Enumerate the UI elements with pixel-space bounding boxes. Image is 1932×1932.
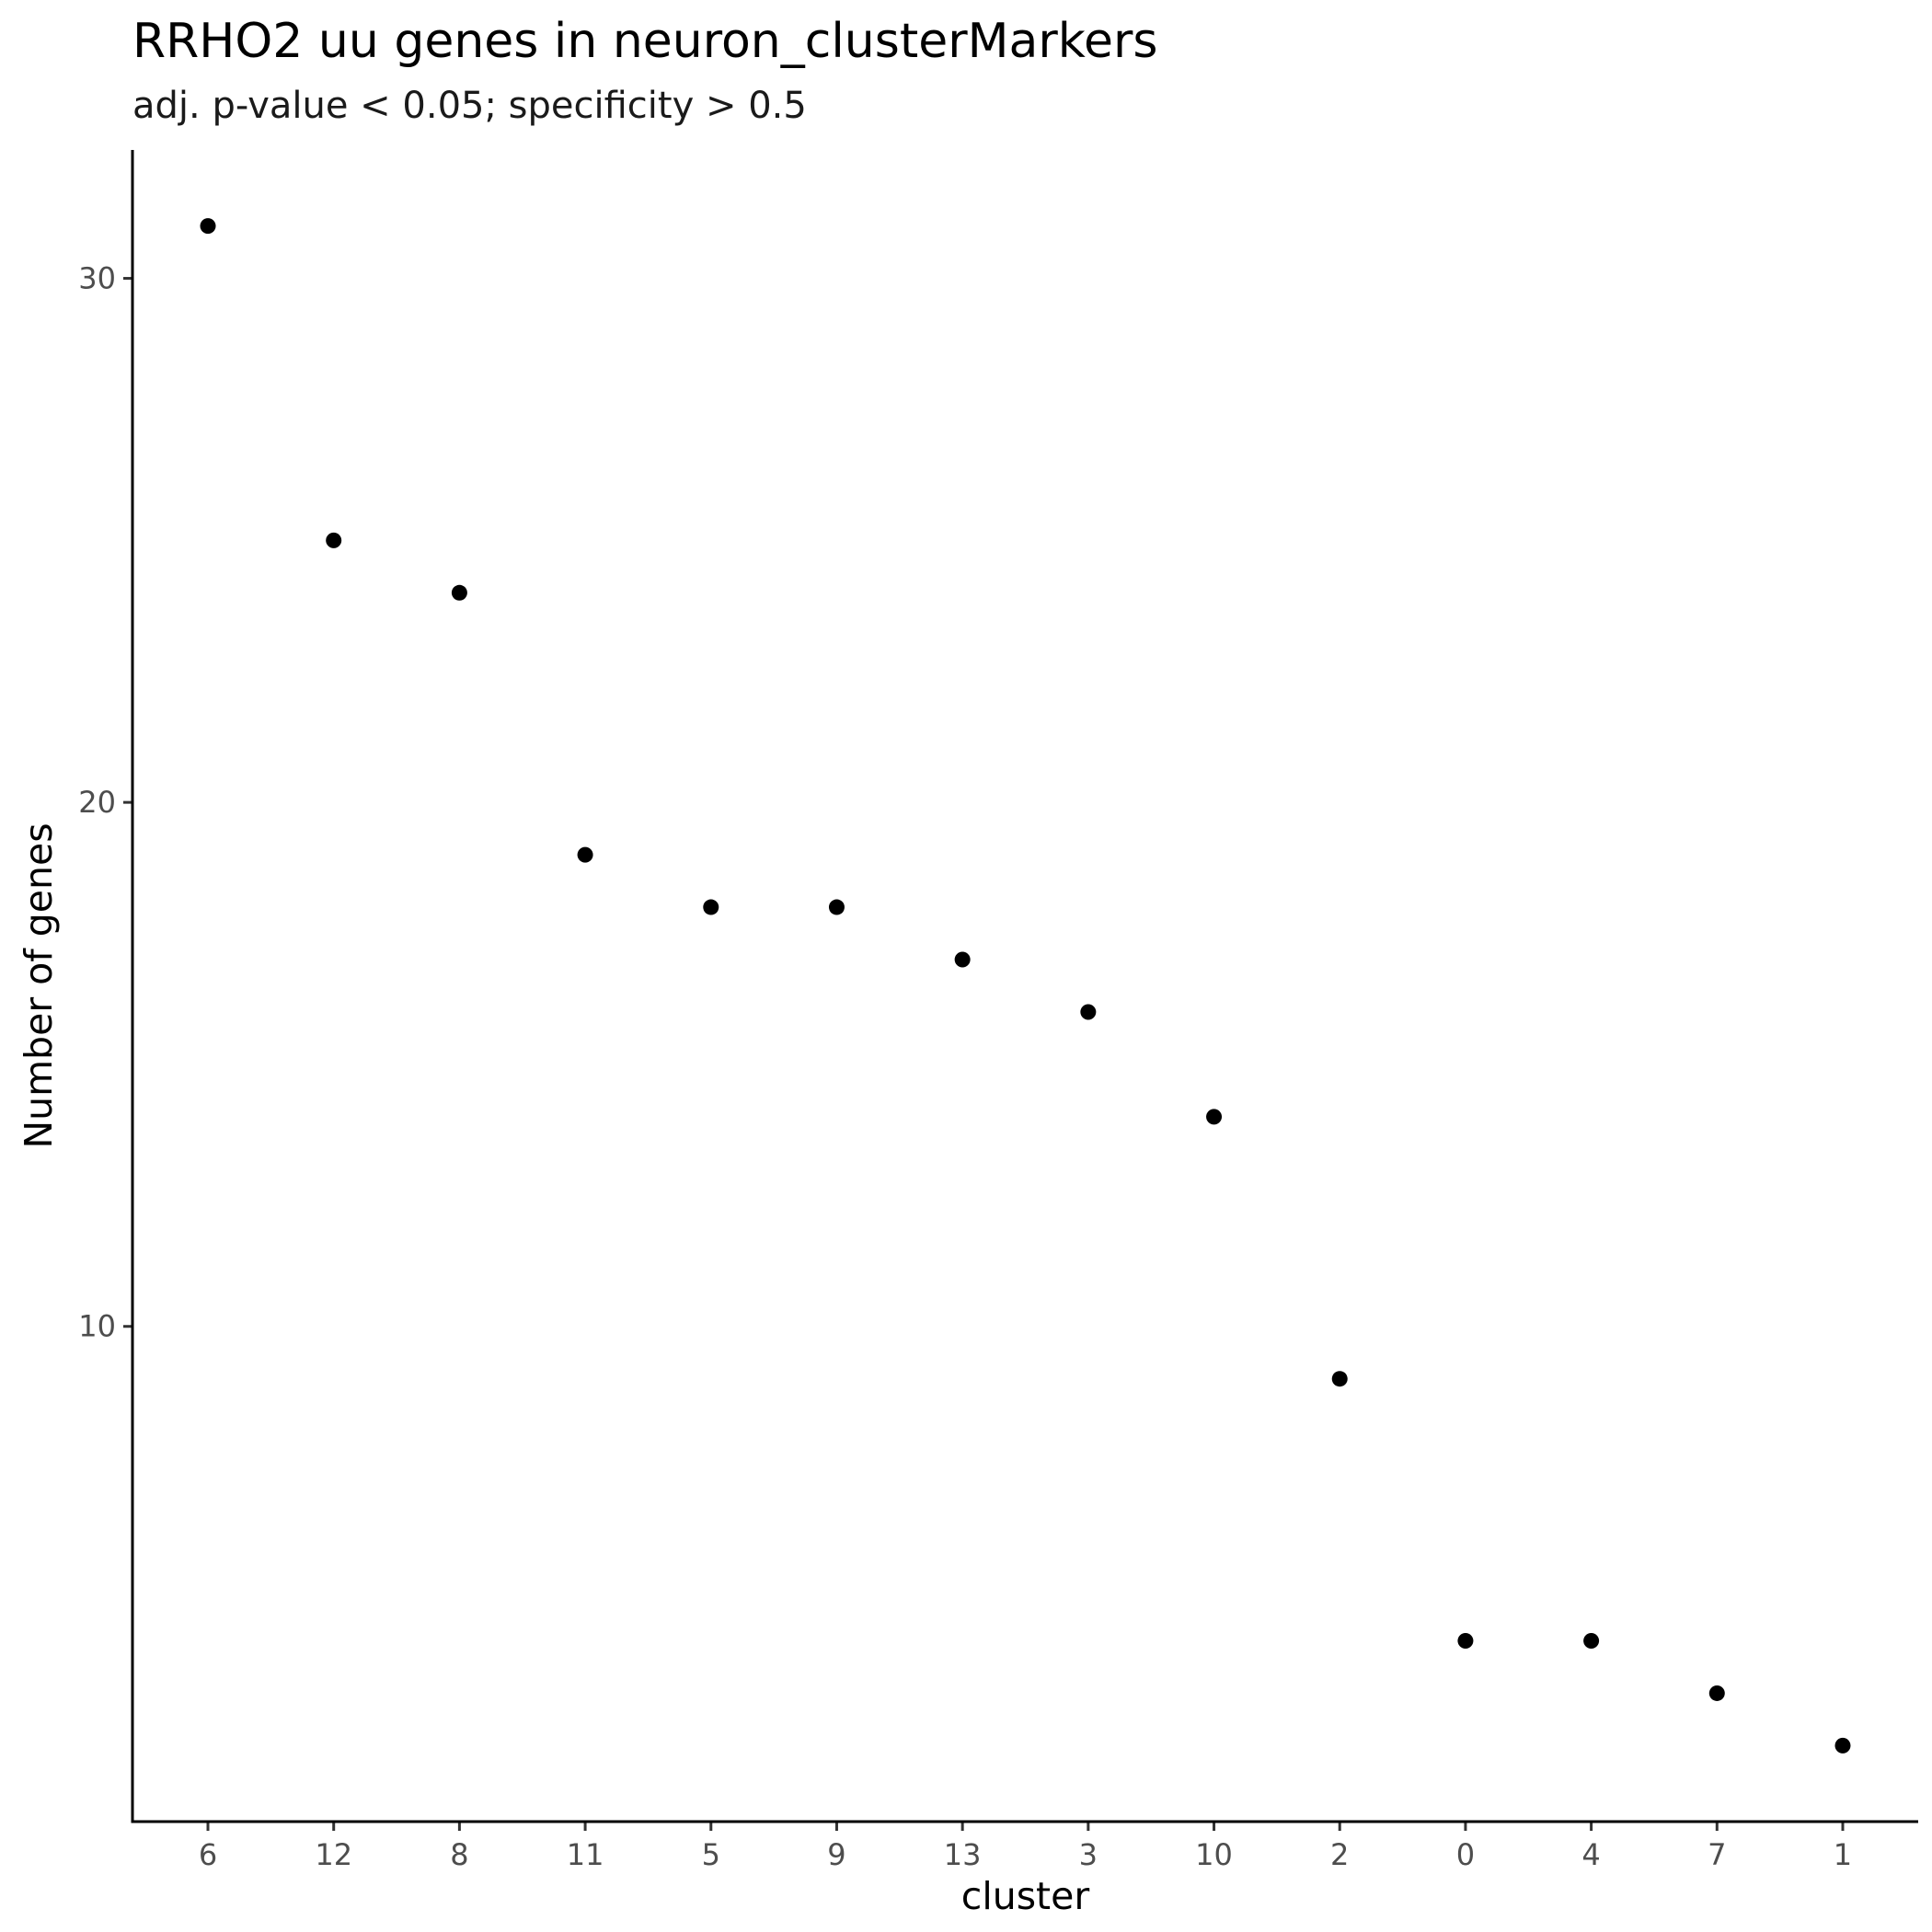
x-axis-ticks: 6 12 8 11 5 9 13 3 10 2 0 4 7 1 bbox=[199, 1822, 1852, 1872]
x-tick-label: 7 bbox=[1708, 1837, 1726, 1872]
x-axis-title: cluster bbox=[961, 1874, 1090, 1918]
x-tick-label: 3 bbox=[1079, 1837, 1098, 1872]
y-axis-ticks: 10 20 30 bbox=[78, 261, 132, 1344]
chart-subtitle: adj. p-value < 0.05; specificity > 0.5 bbox=[132, 85, 807, 127]
data-point bbox=[326, 532, 342, 548]
data-point bbox=[1583, 1632, 1600, 1649]
data-point bbox=[200, 218, 216, 235]
data-point bbox=[703, 899, 719, 915]
data-point bbox=[1080, 1004, 1097, 1020]
chart-title: RRHO2 uu genes in neuron_clusterMarkers bbox=[132, 14, 1157, 69]
x-tick-label: 2 bbox=[1330, 1837, 1349, 1872]
data-point bbox=[954, 951, 971, 968]
x-tick-label: 9 bbox=[827, 1837, 845, 1872]
x-tick-label: 11 bbox=[567, 1837, 604, 1872]
x-tick-label: 12 bbox=[315, 1837, 352, 1872]
data-point bbox=[1708, 1685, 1725, 1701]
y-axis-title: Number of genes bbox=[17, 822, 61, 1148]
x-tick-label: 5 bbox=[702, 1837, 720, 1872]
x-tick-label: 10 bbox=[1195, 1837, 1233, 1872]
data-point bbox=[1331, 1371, 1348, 1387]
x-tick-label: 4 bbox=[1581, 1837, 1600, 1872]
data-point bbox=[1457, 1632, 1474, 1649]
y-tick-label: 10 bbox=[78, 1309, 116, 1344]
data-point bbox=[1206, 1109, 1223, 1125]
data-point bbox=[1834, 1737, 1851, 1754]
y-tick-label: 20 bbox=[78, 785, 116, 820]
x-tick-label: 6 bbox=[199, 1837, 217, 1872]
x-tick-label: 0 bbox=[1456, 1837, 1475, 1872]
y-tick-label: 30 bbox=[78, 261, 116, 296]
x-tick-label: 13 bbox=[944, 1837, 982, 1872]
data-point bbox=[451, 584, 467, 601]
x-tick-label: 8 bbox=[450, 1837, 468, 1872]
data-point bbox=[577, 846, 593, 863]
data-point bbox=[828, 899, 845, 915]
data-points bbox=[200, 218, 1851, 1754]
x-tick-label: 1 bbox=[1834, 1837, 1852, 1872]
